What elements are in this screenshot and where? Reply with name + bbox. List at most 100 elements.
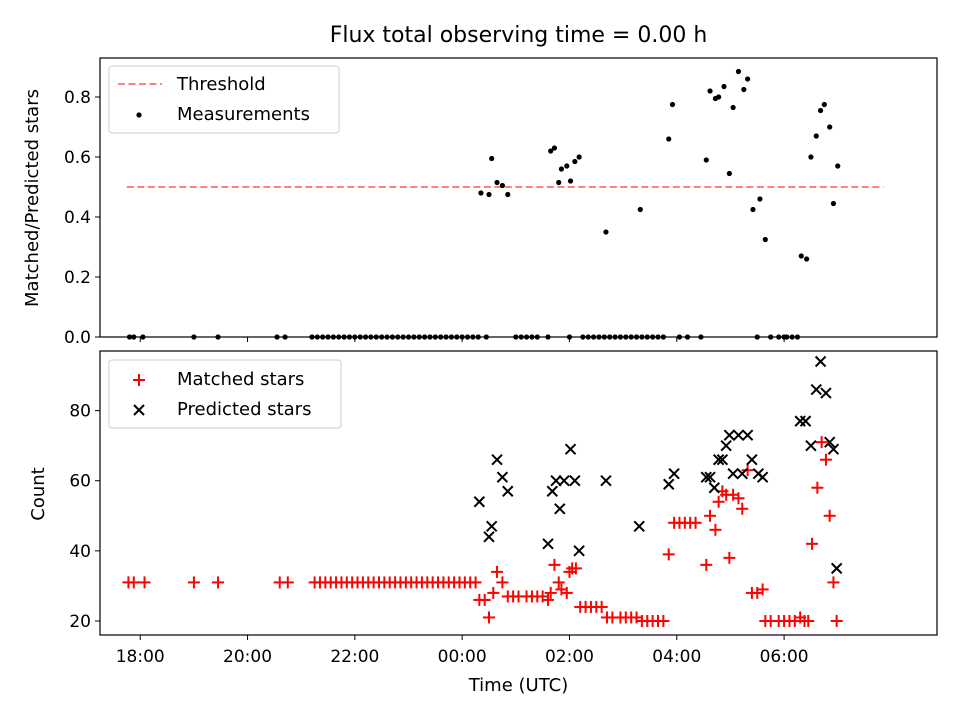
predicted-star-point — [483, 531, 495, 543]
measurement-point — [726, 170, 732, 177]
matched-star-point — [496, 576, 509, 589]
matched-star-point — [138, 576, 151, 589]
x-tick-label: 22:00 — [330, 647, 379, 667]
predicted-star-point — [810, 383, 822, 396]
bottom-legend: Matched stars Predicted stars — [108, 359, 342, 429]
predicted-star-point — [633, 520, 645, 533]
measurement-point — [567, 178, 574, 184]
predicted-star-point — [799, 415, 812, 427]
predicted-star-point — [823, 436, 836, 448]
measurement-point — [576, 154, 582, 160]
legend-matched-swatch — [133, 374, 145, 386]
measurement-point — [669, 101, 676, 108]
top-y-ticks: 0.0 0.2 0.4 0.6 0.8 — [64, 88, 100, 348]
measurement-point — [798, 253, 804, 259]
predicted-star-point — [756, 471, 769, 483]
measurement-point — [762, 236, 768, 243]
matched-star-point — [815, 436, 828, 449]
matched-star-point — [712, 495, 725, 508]
measurement-point — [830, 200, 837, 207]
measurement-point — [745, 76, 751, 82]
bottom-axes-frame — [99, 350, 938, 636]
measurement-point — [499, 182, 506, 189]
x-tick-label: 00:00 — [438, 647, 487, 667]
predicted-star-point — [558, 475, 570, 487]
predicted-star-point — [794, 415, 806, 427]
matched-star-point — [736, 502, 749, 515]
predicted-star-point — [736, 468, 748, 480]
predicted-star-point — [542, 538, 554, 550]
matched-star-point — [552, 576, 565, 589]
measurement-point — [494, 179, 500, 186]
matched-star-point — [756, 583, 769, 596]
top-x-ticks — [139, 337, 785, 342]
matched-star-point — [544, 586, 557, 599]
matched-star-point — [569, 562, 582, 575]
top-legend-box — [108, 65, 340, 134]
predicted-star-point — [814, 355, 827, 368]
matched-star-point — [723, 551, 736, 564]
x-tick-label: 18:00 — [116, 647, 165, 667]
y-tick-label: 0.8 — [64, 88, 91, 108]
matched-star-point — [187, 576, 200, 589]
legend-measurements-label: Measurements — [177, 104, 310, 125]
matched-star-point — [805, 537, 818, 550]
matched-star-point — [741, 464, 754, 477]
matched-star-point — [802, 614, 815, 627]
x-axis-label: Time (UTC) — [468, 675, 569, 696]
measurement-point — [835, 163, 841, 169]
predicted-star-point — [723, 429, 736, 441]
measurement-point — [750, 206, 756, 213]
predicted-star-point — [473, 496, 486, 508]
bottom-plot-layer — [122, 355, 843, 627]
predicted-star-point — [727, 468, 739, 480]
matched-star-point — [482, 611, 495, 624]
matched-star-point — [487, 586, 500, 599]
legend-measurements-swatch — [136, 112, 142, 118]
predicted-star-point — [491, 453, 503, 466]
top-y-axis-label: Matched/Predicted stars — [22, 89, 43, 307]
matched-star-point — [662, 548, 675, 561]
matched-star-point — [212, 576, 225, 589]
predicted-star-point — [554, 503, 566, 515]
measurement-point — [808, 154, 814, 160]
matched-star-point — [689, 516, 702, 529]
predicted-star-point — [805, 439, 817, 452]
predicted-star-point — [546, 485, 559, 497]
y-tick-label: 80 — [69, 402, 91, 422]
predicted-star-point — [720, 439, 732, 452]
measurement-point — [489, 155, 495, 162]
matched-star-point — [700, 558, 713, 571]
matched-star-point — [595, 600, 608, 613]
measurement-point — [716, 94, 722, 100]
measurement-point — [603, 229, 609, 235]
predicted-star-point — [820, 387, 832, 399]
measurement-point — [548, 148, 554, 154]
matched-star-point — [823, 509, 836, 522]
measurement-point — [558, 166, 565, 172]
predicted-star-point — [496, 471, 509, 483]
measurement-point — [813, 133, 819, 139]
matched-star-point — [560, 586, 573, 599]
measurement-point — [564, 163, 570, 169]
measurement-point — [505, 191, 511, 198]
legend-matched-label: Matched stars — [177, 369, 304, 390]
predicted-star-point — [668, 468, 680, 480]
measurement-point — [827, 124, 833, 130]
y-tick-label: 0.6 — [64, 148, 91, 168]
legend-predicted-swatch — [133, 404, 145, 416]
matched-star-point — [469, 576, 482, 589]
measurement-point — [556, 179, 562, 186]
legend-threshold-label: Threshold — [176, 74, 266, 95]
measurement-point — [730, 104, 736, 111]
measurement-point — [804, 256, 810, 262]
matched-star-point — [548, 558, 561, 571]
y-tick-label: 0.4 — [64, 208, 91, 228]
top-panel: 0.00.20.40.60.8 Matched/Predicted stars … — [22, 57, 938, 348]
measurement-point — [637, 206, 643, 213]
predicted-star-point — [485, 520, 498, 533]
matched-star-point — [811, 481, 824, 494]
measurement-point — [741, 86, 747, 93]
predicted-star-point — [564, 443, 577, 455]
measurement-point — [735, 68, 742, 75]
